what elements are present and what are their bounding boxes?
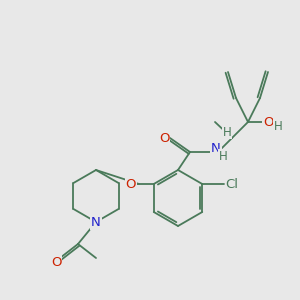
Text: H: H <box>223 125 231 139</box>
Text: N: N <box>91 215 101 229</box>
Text: H: H <box>219 149 227 163</box>
Text: H: H <box>274 119 282 133</box>
Text: N: N <box>211 142 221 155</box>
Text: O: O <box>51 256 61 268</box>
Text: O: O <box>263 116 273 128</box>
Text: O: O <box>159 131 169 145</box>
Text: O: O <box>126 178 136 190</box>
Text: Cl: Cl <box>226 178 239 190</box>
